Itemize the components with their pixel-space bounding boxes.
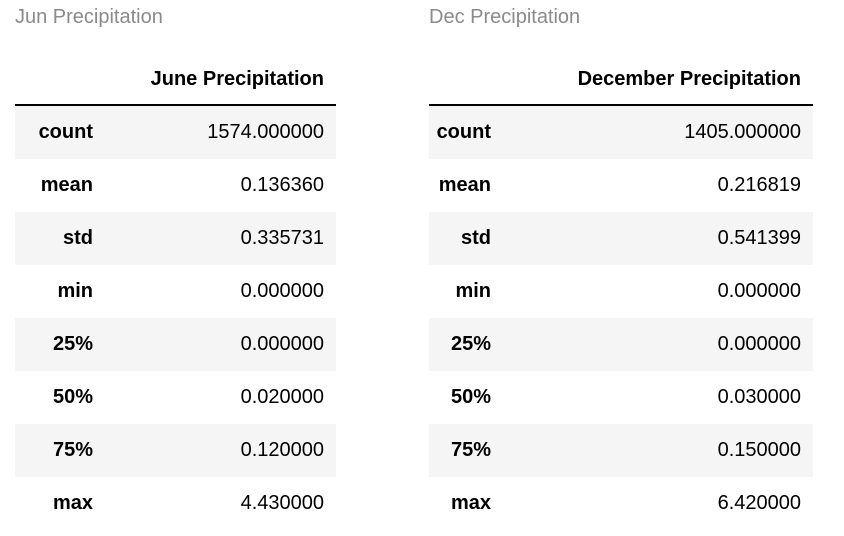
june-stats-table: June Precipitation count 1574.000000 mea… [15, 54, 336, 530]
row-value: 0.335731 [240, 227, 324, 249]
row-label: count [436, 121, 491, 143]
row-label: max [52, 492, 93, 514]
row-value: 6.420000 [717, 492, 801, 514]
table-row: std 0.541399 [429, 212, 813, 265]
row-label: min [455, 280, 491, 302]
table-row: min 0.000000 [429, 265, 813, 318]
table-row: mean 0.136360 [15, 159, 336, 212]
row-value: 0.000000 [240, 333, 324, 355]
row-value: 4.430000 [240, 492, 324, 514]
table-row: count 1405.000000 [429, 105, 813, 159]
row-label: 75% [52, 439, 93, 461]
table-row: std 0.335731 [15, 212, 336, 265]
row-label: std [63, 227, 93, 249]
table-row: 25% 0.000000 [15, 318, 336, 371]
table-row: count 1574.000000 [15, 105, 336, 159]
row-label: max [450, 492, 491, 514]
panel-title: Dec Precipitation [429, 6, 581, 28]
row-value: 0.120000 [240, 439, 324, 461]
row-value: 0.541399 [717, 227, 801, 249]
table-header-row: December Precipitation [429, 54, 813, 106]
row-label: 75% [450, 439, 491, 461]
table-row: mean 0.216819 [429, 159, 813, 212]
corner-cell [15, 54, 93, 106]
row-label: 25% [52, 333, 93, 355]
row-value: 0.000000 [717, 280, 801, 302]
column-header: June Precipitation [93, 54, 336, 106]
corner-cell [429, 54, 491, 106]
row-label: mean [40, 174, 93, 196]
row-value: 0.136360 [240, 174, 324, 196]
row-value: 0.000000 [717, 333, 801, 355]
row-label: 50% [52, 386, 93, 408]
row-label: count [38, 121, 93, 143]
row-value: 0.216819 [717, 174, 801, 196]
row-label: 25% [450, 333, 491, 355]
table-row: min 0.000000 [15, 265, 336, 318]
table-row: 50% 0.030000 [429, 371, 813, 424]
row-label: 50% [450, 386, 491, 408]
row-label: min [57, 280, 93, 302]
table-header-row: June Precipitation [15, 54, 336, 106]
panel-title: Jun Precipitation [15, 6, 163, 28]
table-row: max 6.420000 [429, 477, 813, 530]
table-row: 50% 0.020000 [15, 371, 336, 424]
row-value: 0.030000 [717, 386, 801, 408]
row-value: 1405.000000 [684, 121, 801, 143]
row-label: mean [438, 174, 491, 196]
december-stats-table: December Precipitation count 1405.000000… [429, 54, 813, 530]
table-row: max 4.430000 [15, 477, 336, 530]
row-value: 0.000000 [240, 280, 324, 302]
row-label: std [461, 227, 491, 249]
table-row: 75% 0.120000 [15, 424, 336, 477]
row-value: 0.150000 [717, 439, 801, 461]
row-value: 1574.000000 [207, 121, 324, 143]
table-row: 75% 0.150000 [429, 424, 813, 477]
column-header: December Precipitation [491, 54, 813, 106]
row-value: 0.020000 [240, 386, 324, 408]
table-row: 25% 0.000000 [429, 318, 813, 371]
